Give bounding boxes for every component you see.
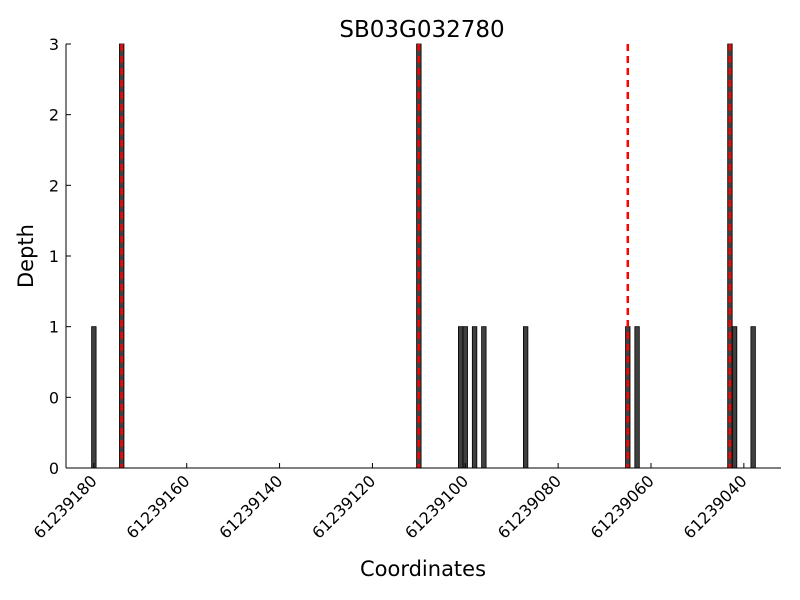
y-axis-title: Depth xyxy=(14,224,38,288)
y-ticks-group: 0 0 1 1 2 2 3 xyxy=(49,35,71,478)
y-tick-label-5: 2 xyxy=(49,106,59,125)
bar-0 xyxy=(91,326,97,469)
bar-5 xyxy=(471,326,478,469)
bar-3 xyxy=(457,326,464,469)
x-axis-title: Coordinates xyxy=(360,557,486,581)
marker-lines-group xyxy=(120,44,732,468)
y-tick-label-3: 1 xyxy=(49,247,59,266)
bar-6 xyxy=(481,326,487,469)
bars-group xyxy=(91,43,756,469)
x-tick-label-0: 61239180 xyxy=(30,471,101,542)
axes-group xyxy=(65,44,781,469)
y-tick-label-1: 0 xyxy=(49,388,59,407)
bar-7 xyxy=(522,326,529,469)
bar-12 xyxy=(750,326,756,469)
x-tick-label-3: 61239120 xyxy=(308,471,379,542)
y-tick-label-4: 2 xyxy=(49,176,59,195)
x-tick-label-6: 61239060 xyxy=(587,471,658,542)
bar-4 xyxy=(462,326,468,469)
x-tick-label-7: 61239040 xyxy=(680,471,751,542)
x-tick-label-4: 61239100 xyxy=(401,471,472,542)
y-tick-label-0: 0 xyxy=(49,459,59,478)
x-tick-label-2: 61239140 xyxy=(215,471,286,542)
bar-11 xyxy=(731,326,738,469)
bar-9 xyxy=(634,326,640,469)
x-tick-label-1: 61239160 xyxy=(123,471,194,542)
y-tick-label-6: 3 xyxy=(49,35,59,54)
x-ticks-group: 61239180 61239160 61239140 61239120 61239100… xyxy=(30,463,751,542)
y-tick-label-2: 1 xyxy=(49,318,59,337)
chart-title: SB03G032780 xyxy=(339,17,504,43)
x-tick-label-5: 61239080 xyxy=(494,471,565,542)
